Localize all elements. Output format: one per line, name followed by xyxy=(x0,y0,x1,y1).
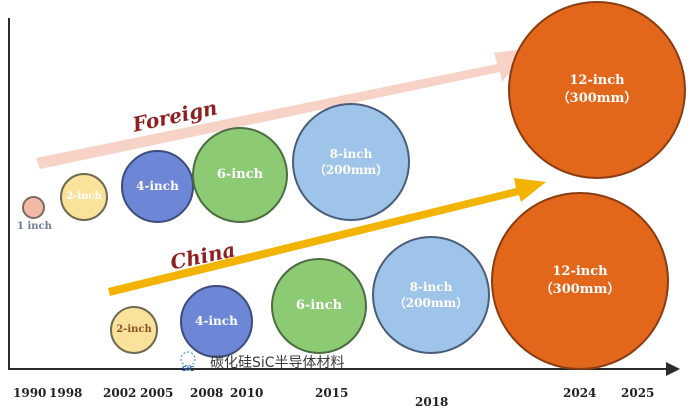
foreign-wafer-12inch: 12-inch （300mm） xyxy=(508,1,686,179)
wafer-size-label: 4-inch xyxy=(136,179,179,194)
wafer-size-label: 12-inch xyxy=(569,73,625,89)
china-wafer-6inch: 6-inch xyxy=(271,258,367,354)
wafer-size-label: 4-inch xyxy=(195,314,238,329)
wafer-mm-label: （300mm） xyxy=(556,91,638,106)
wafer-mm-label: （200mm） xyxy=(313,163,389,177)
watermark: SiC 碳化硅SiC半导体材料 xyxy=(176,350,345,374)
year-label: 2008 xyxy=(190,386,224,400)
wafer-size-label: 8-inch xyxy=(409,279,453,294)
foreign-wafer-2inch: 2-inch xyxy=(60,173,108,221)
foreign-wafer-1inch xyxy=(22,196,45,219)
year-label: 2005 xyxy=(140,386,174,400)
foreign-trend-arrow xyxy=(36,48,530,169)
year-label: 1990 xyxy=(13,386,47,400)
y-axis xyxy=(8,18,10,370)
china-wafer-2inch: 2-inch xyxy=(110,306,158,354)
wafer-size-label: 8-inch xyxy=(329,146,373,161)
year-label: 2025 xyxy=(621,386,655,400)
china-trend-arrow xyxy=(108,178,546,296)
year-label: 2002 xyxy=(103,386,137,400)
wafer-mm-label: （200mm） xyxy=(393,296,469,310)
year-label: 2024 xyxy=(563,386,597,400)
wafer-size-label: 12-inch xyxy=(552,264,608,280)
year-label: 2010 xyxy=(230,386,264,400)
year-label: 2015 xyxy=(315,386,349,400)
logo-text: SiC xyxy=(182,365,195,373)
x-axis-arrowhead xyxy=(666,362,680,376)
china-wafer-4inch: 4-inch xyxy=(180,285,253,358)
sic-logo-icon: SiC xyxy=(176,350,200,374)
foreign-wafer-8inch: 8-inch （200mm） xyxy=(292,103,410,221)
wafer-mm-label: （300mm） xyxy=(539,282,621,297)
wafer-size-label: 6-inch xyxy=(216,167,264,183)
x-axis xyxy=(8,368,668,370)
foreign-wafer-6inch: 6-inch xyxy=(192,127,288,223)
year-label: 2018 xyxy=(415,395,449,409)
foreign-wafer-4inch: 4-inch xyxy=(121,150,194,223)
year-label: 1998 xyxy=(49,386,83,400)
china-wafer-12inch: 12-inch （300mm） xyxy=(491,192,669,370)
watermark-text: 碳化硅SiC半导体材料 xyxy=(210,355,345,371)
wafer-size-label: 2-inch xyxy=(66,191,102,203)
wafer-size-label: 2-inch xyxy=(116,324,152,336)
wafer-size-label: 6-inch xyxy=(295,298,343,314)
china-wafer-8inch: 8-inch （200mm） xyxy=(372,236,490,354)
wafer-size-label: 1 inch xyxy=(17,221,52,232)
